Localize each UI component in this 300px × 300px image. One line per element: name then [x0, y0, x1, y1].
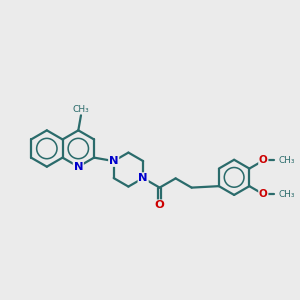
Text: N: N [138, 173, 148, 183]
Text: CH₃: CH₃ [279, 156, 296, 165]
Text: O: O [155, 200, 165, 210]
Text: O: O [259, 189, 268, 199]
Text: CH₃: CH₃ [73, 105, 89, 114]
Text: O: O [259, 155, 268, 166]
Text: N: N [109, 156, 118, 166]
Text: N: N [74, 162, 83, 172]
Text: CH₃: CH₃ [279, 190, 296, 199]
